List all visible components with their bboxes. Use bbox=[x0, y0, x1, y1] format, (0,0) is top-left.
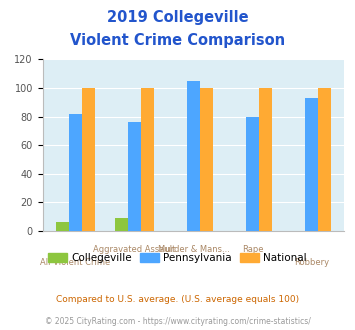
Text: Murder & Mans...: Murder & Mans... bbox=[158, 245, 229, 254]
Legend: Collegeville, Pennsylvania, National: Collegeville, Pennsylvania, National bbox=[44, 249, 311, 267]
Text: Rape: Rape bbox=[242, 245, 263, 254]
Bar bbox=[56, 222, 69, 231]
Text: All Violent Crime: All Violent Crime bbox=[40, 258, 110, 267]
Bar bbox=[318, 88, 331, 231]
Bar bbox=[128, 122, 141, 231]
Text: Violent Crime Comparison: Violent Crime Comparison bbox=[70, 33, 285, 48]
Text: 2019 Collegeville: 2019 Collegeville bbox=[107, 10, 248, 25]
Bar bbox=[69, 114, 82, 231]
Bar bbox=[246, 116, 259, 231]
Text: Robbery: Robbery bbox=[294, 258, 329, 267]
Bar bbox=[141, 88, 154, 231]
Bar bbox=[187, 81, 200, 231]
Text: Aggravated Assault: Aggravated Assault bbox=[93, 245, 175, 254]
Text: Compared to U.S. average. (U.S. average equals 100): Compared to U.S. average. (U.S. average … bbox=[56, 295, 299, 304]
Text: © 2025 CityRating.com - https://www.cityrating.com/crime-statistics/: © 2025 CityRating.com - https://www.city… bbox=[45, 317, 310, 326]
Bar bbox=[115, 218, 128, 231]
Bar bbox=[200, 88, 213, 231]
Bar bbox=[259, 88, 272, 231]
Bar bbox=[82, 88, 95, 231]
Bar bbox=[305, 98, 318, 231]
